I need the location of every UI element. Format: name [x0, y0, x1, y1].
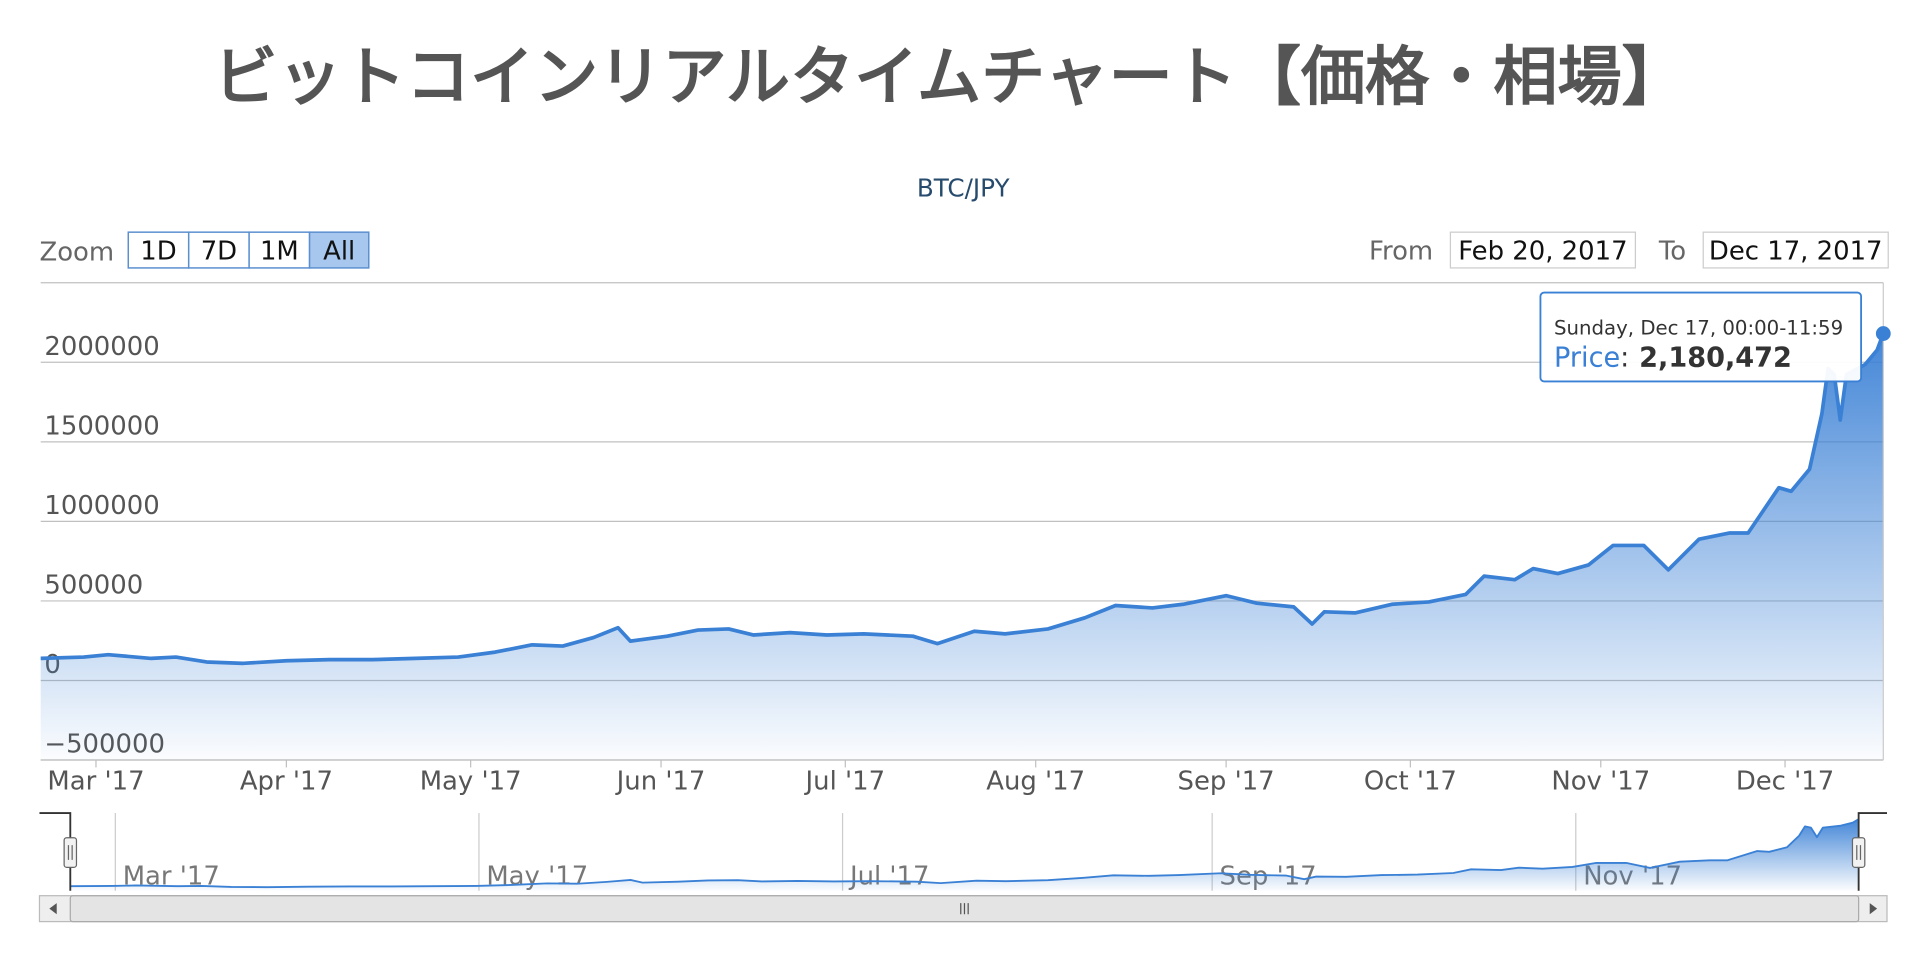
navigator-area	[70, 819, 1859, 891]
hover-marker	[1875, 326, 1891, 341]
to-value[interactable]: Dec 17, 2017	[1709, 236, 1883, 266]
tooltip-body: Price: 2,180,472	[1554, 343, 1792, 374]
tooltip-box	[1539, 291, 1863, 383]
price-line	[40, 332, 1886, 666]
to-label: To	[1658, 236, 1686, 266]
tooltip-separator: :	[1620, 343, 1629, 374]
zoom-button-label[interactable]: 1M	[260, 236, 299, 266]
tooltip-value: 2,180,472	[1639, 343, 1792, 374]
x-tick-label: Oct '17	[1364, 767, 1457, 797]
zoom-button-label[interactable]: 7D	[201, 236, 237, 266]
navigator-line	[70, 818, 1860, 889]
area-fill	[40, 333, 1884, 761]
scrollbar-grip	[960, 903, 969, 915]
y-tick-label: 1500000	[44, 411, 159, 441]
y-tick-label: 500000	[44, 571, 143, 601]
navigator-handle[interactable]	[63, 837, 78, 868]
x-tick-label: Nov '17	[1551, 767, 1650, 797]
x-tick-label: Jul '17	[804, 767, 886, 797]
zoom-button[interactable]	[248, 231, 311, 269]
x-tick-label: Jun '17	[615, 767, 706, 797]
from-label: From	[1369, 236, 1433, 266]
scroll-right-arrow[interactable]	[1869, 903, 1878, 915]
navigator-handle-grip	[1856, 845, 1862, 860]
y-tick-label: 2000000	[44, 332, 159, 362]
scroll-left-arrow[interactable]	[49, 903, 57, 915]
tooltip-series-name: Price	[1554, 343, 1620, 374]
x-tick-label: May '17	[420, 767, 522, 797]
zoom-button-label[interactable]: 1D	[140, 236, 176, 266]
x-tick-label: Aug '17	[986, 767, 1085, 797]
tooltip-header: Sunday, Dec 17, 00:00-11:59	[1554, 317, 1843, 340]
to-input[interactable]	[1702, 231, 1889, 269]
x-tick-label: Mar '17	[47, 767, 144, 797]
zoom-label: Zoom	[39, 238, 114, 268]
x-tick-label: Apr '17	[240, 767, 333, 797]
from-input[interactable]	[1449, 231, 1637, 269]
navigator-handle[interactable]	[1851, 837, 1866, 868]
chart-subtitle: BTC/JPY	[917, 173, 1011, 202]
x-tick-label: Dec '17	[1736, 767, 1834, 797]
zoom-button[interactable]	[308, 231, 370, 269]
x-tick-label: Sep '17	[1178, 767, 1275, 797]
page-title: ビットコインリアルタイムチャート【価格・相場】	[214, 40, 1686, 115]
y-tick-label: 1000000	[44, 491, 159, 521]
from-value[interactable]: Feb 20, 2017	[1458, 236, 1627, 266]
zoom-button-label[interactable]: All	[323, 236, 355, 266]
navigator-handle-grip	[67, 845, 73, 860]
